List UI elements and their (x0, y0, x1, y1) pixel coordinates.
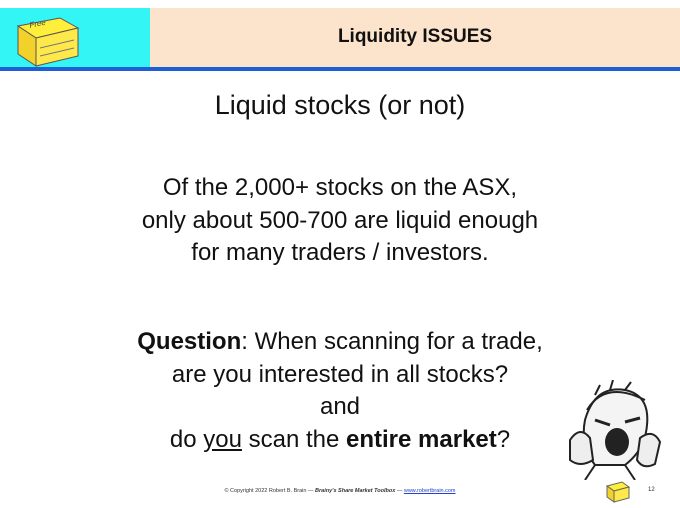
text-run: entire market (346, 426, 497, 453)
slide-title: Liquidity ISSUES (150, 26, 680, 48)
text-run: ? (497, 426, 510, 453)
paragraph: Of the 2,000+ stocks on the ASX,only abo… (0, 172, 680, 270)
paragraph-line: Of the 2,000+ stocks on the ASX, (0, 172, 680, 205)
footer: © Copyright 2022 Robert B. Brain — Brain… (0, 488, 680, 494)
screaming-man-illustration (555, 380, 665, 480)
text-run: are you interested in all stocks? (172, 361, 508, 388)
paragraph-line: only about 500-700 are liquid enough (0, 205, 680, 238)
text-run: and (320, 393, 360, 420)
heading: Liquid stocks (or not) (0, 90, 680, 121)
text-run: scan the (242, 426, 346, 453)
text-run: : When scanning for a trade, (241, 328, 543, 355)
slide: Free Liquidity ISSUES Liquid stocks (or … (0, 0, 680, 508)
page-number: 12 (648, 487, 655, 493)
toolbox-icon: Free (0, 8, 150, 68)
separator: — (395, 488, 404, 494)
header-rule (0, 67, 680, 71)
copyright: © Copyright 2022 Robert B. Brain — (224, 488, 315, 494)
question-line: Question: When scanning for a trade, (0, 326, 680, 359)
header-icon-panel: Free (0, 8, 150, 68)
paragraph-line: for many traders / investors. (0, 237, 680, 270)
text-run: you (203, 426, 242, 453)
text-run: do (170, 426, 203, 453)
url[interactable]: www.robertbrain.com (404, 488, 456, 494)
toolbox-name: Brainy's Share Market Toolbox (315, 488, 395, 494)
text-run: Question (137, 328, 241, 355)
